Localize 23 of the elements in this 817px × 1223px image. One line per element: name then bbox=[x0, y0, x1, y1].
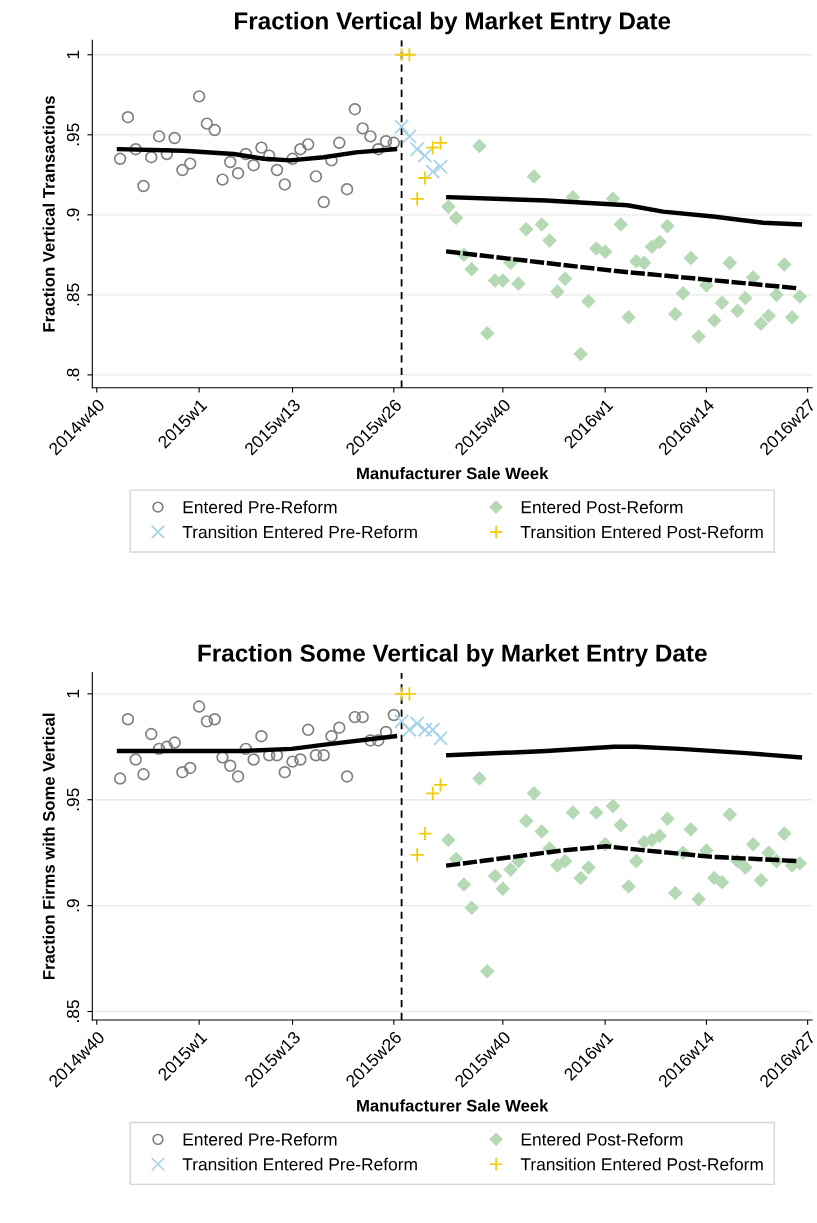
legend-label: Transition Entered Pre-Reform bbox=[182, 1157, 417, 1171]
chart-title: Fraction Vertical by Market Entry Date bbox=[235, 11, 671, 35]
y-tick-label: .85 bbox=[66, 283, 80, 306]
y-tick-label: 1 bbox=[67, 50, 79, 59]
y-tick-label: .95 bbox=[66, 788, 80, 811]
y-tick-label: 1 bbox=[67, 689, 79, 698]
y-axis-title: Fraction Firms with Some Vertical bbox=[42, 713, 55, 980]
y-tick-label: .9 bbox=[66, 899, 80, 912]
x-axis-title: Manufacturer Sale Week bbox=[357, 1099, 549, 1112]
x-axis-title: Manufacturer Sale Week bbox=[357, 467, 549, 480]
y-tick-label: .95 bbox=[66, 123, 80, 146]
chart-title: Fraction Some Vertical by Market Entry Date bbox=[198, 643, 707, 667]
legend-label: Entered Post-Reform bbox=[521, 1132, 683, 1146]
legend-label: Entered Post-Reform bbox=[521, 500, 683, 514]
legend-label: Transition Entered Post-Reform bbox=[520, 525, 763, 539]
legend-label: Transition Entered Pre-Reform bbox=[182, 525, 417, 539]
y-tick-label: .9 bbox=[66, 208, 80, 221]
y-tick-label: .8 bbox=[66, 368, 80, 381]
legend-label: Entered Pre-Reform bbox=[183, 1132, 337, 1146]
legend-label: Entered Pre-Reform bbox=[183, 500, 337, 514]
legend-label: Transition Entered Post-Reform bbox=[520, 1157, 763, 1171]
y-tick-label: .85 bbox=[66, 1000, 80, 1022]
y-axis-title: Fraction Vertical Transactions bbox=[42, 96, 55, 332]
